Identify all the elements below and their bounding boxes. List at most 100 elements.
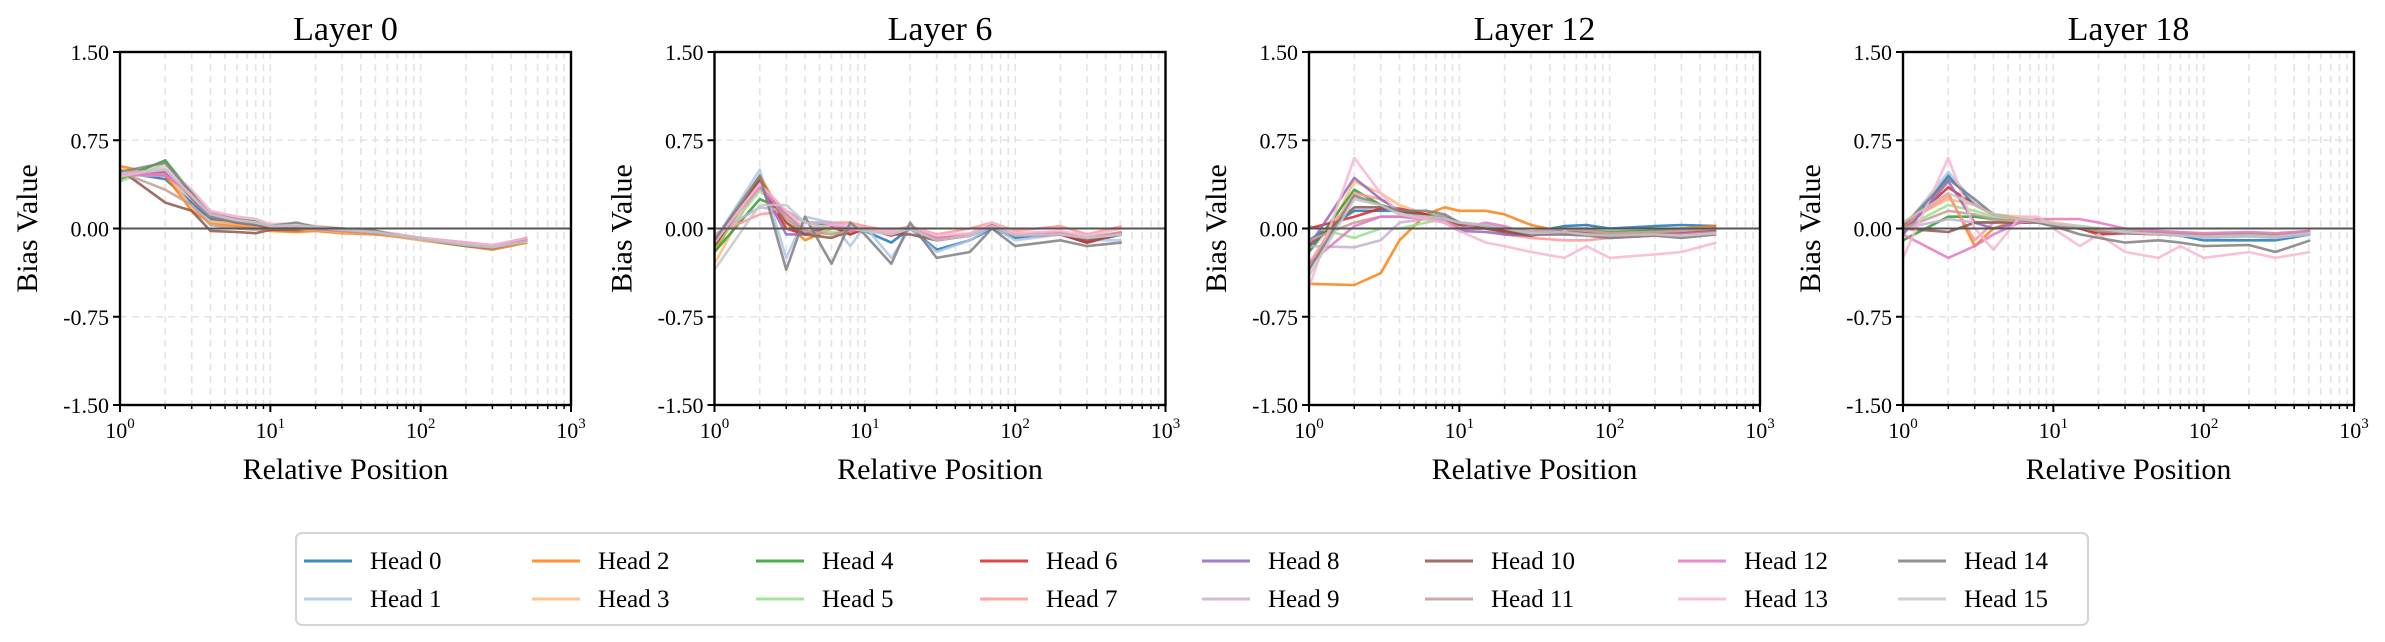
y-axis-label: Bias Value: [1794, 164, 1827, 293]
x-tick-label: 102: [406, 416, 436, 443]
x-tick-exponent: 3: [2361, 416, 2369, 432]
legend-label: Head 7: [1046, 586, 1118, 613]
y-tick-label: 0.75: [665, 128, 704, 153]
x-tick-label: 102: [2189, 416, 2219, 443]
legend-item-head-8: Head 8: [1202, 548, 1340, 575]
legend: Head 0 Head 1 Head 2 Head 3 Head 4 Head 5 Head…: [295, 532, 2089, 626]
subplot-title: Layer 18: [2068, 11, 2190, 48]
y-tick-label: 0.00: [665, 217, 704, 242]
legend-label: Head 2: [598, 548, 670, 575]
x-tick-exponent: 3: [578, 416, 586, 432]
y-tick-label: 0.00: [1854, 217, 1893, 242]
x-tick-exponent: 0: [127, 416, 135, 432]
x-tick-base: 10: [1595, 418, 1617, 443]
y-tick-label: -1.50: [1252, 393, 1298, 418]
x-tick-exponent: 0: [1910, 416, 1918, 432]
x-tick-exponent: 1: [1467, 416, 1475, 432]
x-tick-base: 10: [105, 418, 127, 443]
legend-label: Head 12: [1744, 548, 1828, 575]
x-tick-exponent: 0: [722, 416, 730, 432]
x-axis-label: Relative Position: [2026, 453, 2232, 486]
y-axis-label: Bias Value: [1200, 164, 1233, 293]
x-tick-base: 10: [256, 418, 278, 443]
x-tick-label: 100: [105, 416, 135, 443]
series-line-head-15: [713, 203, 1122, 271]
x-tick-base: 10: [1000, 418, 1022, 443]
y-tick-label: 1.50: [665, 40, 704, 65]
series-line-head-13: [1901, 156, 2311, 260]
x-tick-base: 10: [1151, 418, 1173, 443]
legend-label: Head 8: [1268, 548, 1340, 575]
x-tick-exponent: 2: [428, 416, 436, 432]
legend-item-head-2: Head 2: [532, 548, 670, 575]
series-line-head-15: [119, 168, 528, 249]
legend-label: Head 15: [1964, 586, 2048, 613]
x-tick-exponent: 3: [1767, 416, 1775, 432]
y-tick-label: 1.50: [71, 40, 110, 65]
x-tick-base: 10: [1294, 418, 1316, 443]
legend-label: Head 1: [370, 586, 442, 613]
x-tick-base: 10: [1888, 418, 1910, 443]
subplot-title: Layer 6: [888, 11, 993, 48]
legend-box: [295, 532, 2089, 626]
y-tick-label: 0.00: [1260, 217, 1299, 242]
legend-item-head-3: Head 3: [532, 586, 670, 613]
x-tick-label: 103: [1745, 416, 1775, 443]
x-axis-label: Relative Position: [837, 453, 1043, 486]
y-tick-label: -0.75: [63, 305, 109, 330]
x-axis-label: Relative Position: [243, 453, 449, 486]
legend-label: Head 10: [1491, 548, 1575, 575]
y-tick-label: -0.75: [1846, 305, 1892, 330]
legend-item-head-4: Head 4: [756, 548, 894, 575]
legend-label: Head 3: [598, 586, 670, 613]
legend-item-head-13: Head 13: [1678, 586, 1828, 613]
legend-label: Head 6: [1046, 548, 1118, 575]
legend-item-head-11: Head 11: [1425, 586, 1574, 613]
legend-item-head-14: Head 14: [1898, 548, 2048, 575]
series-line-head-13: [1307, 156, 1717, 288]
y-tick-label: 1.50: [1854, 40, 1893, 65]
legend-item-head-5: Head 5: [756, 586, 894, 613]
x-tick-exponent: 3: [1173, 416, 1181, 432]
x-tick-base: 10: [406, 418, 428, 443]
x-tick-label: 103: [556, 416, 586, 443]
y-tick-label: 0.75: [1260, 128, 1299, 153]
legend-item-head-10: Head 10: [1425, 548, 1575, 575]
subplot-title: Layer 0: [293, 11, 398, 48]
x-tick-base: 10: [700, 418, 722, 443]
y-tick-label: 0.75: [71, 128, 110, 153]
legend-label: Head 0: [370, 548, 442, 575]
legend-label: Head 9: [1268, 586, 1340, 613]
x-tick-base: 10: [1745, 418, 1767, 443]
x-tick-base: 10: [850, 418, 872, 443]
legend-item-head-12: Head 12: [1678, 548, 1828, 575]
x-tick-label: 100: [1888, 416, 1918, 443]
x-tick-label: 103: [2339, 416, 2369, 443]
x-tick-base: 10: [556, 418, 578, 443]
x-tick-exponent: 2: [2211, 416, 2219, 432]
x-tick-exponent: 1: [2061, 416, 2069, 432]
subplot-title: Layer 12: [1474, 11, 1596, 48]
series-line-head-14: [1902, 177, 2311, 254]
series-line-head-14: [713, 174, 1122, 272]
x-tick-exponent: 1: [278, 416, 286, 432]
x-tick-label: 101: [850, 416, 880, 443]
x-tick-base: 10: [2039, 418, 2061, 443]
legend-item-head-1: Head 1: [304, 586, 442, 613]
legend-label: Head 13: [1744, 586, 1828, 613]
x-tick-label: 102: [1595, 416, 1625, 443]
x-tick-label: 101: [1445, 416, 1475, 443]
x-tick-label: 100: [1294, 416, 1324, 443]
legend-label: Head 5: [822, 586, 894, 613]
y-tick-label: -1.50: [63, 393, 109, 418]
y-axis-label: Bias Value: [11, 164, 44, 293]
x-tick-base: 10: [1445, 418, 1467, 443]
legend-item-head-6: Head 6: [980, 548, 1118, 575]
x-axis-label: Relative Position: [1432, 453, 1638, 486]
y-tick-label: -1.50: [1846, 393, 1892, 418]
x-tick-label: 101: [2039, 416, 2069, 443]
y-tick-label: 1.50: [1260, 40, 1299, 65]
